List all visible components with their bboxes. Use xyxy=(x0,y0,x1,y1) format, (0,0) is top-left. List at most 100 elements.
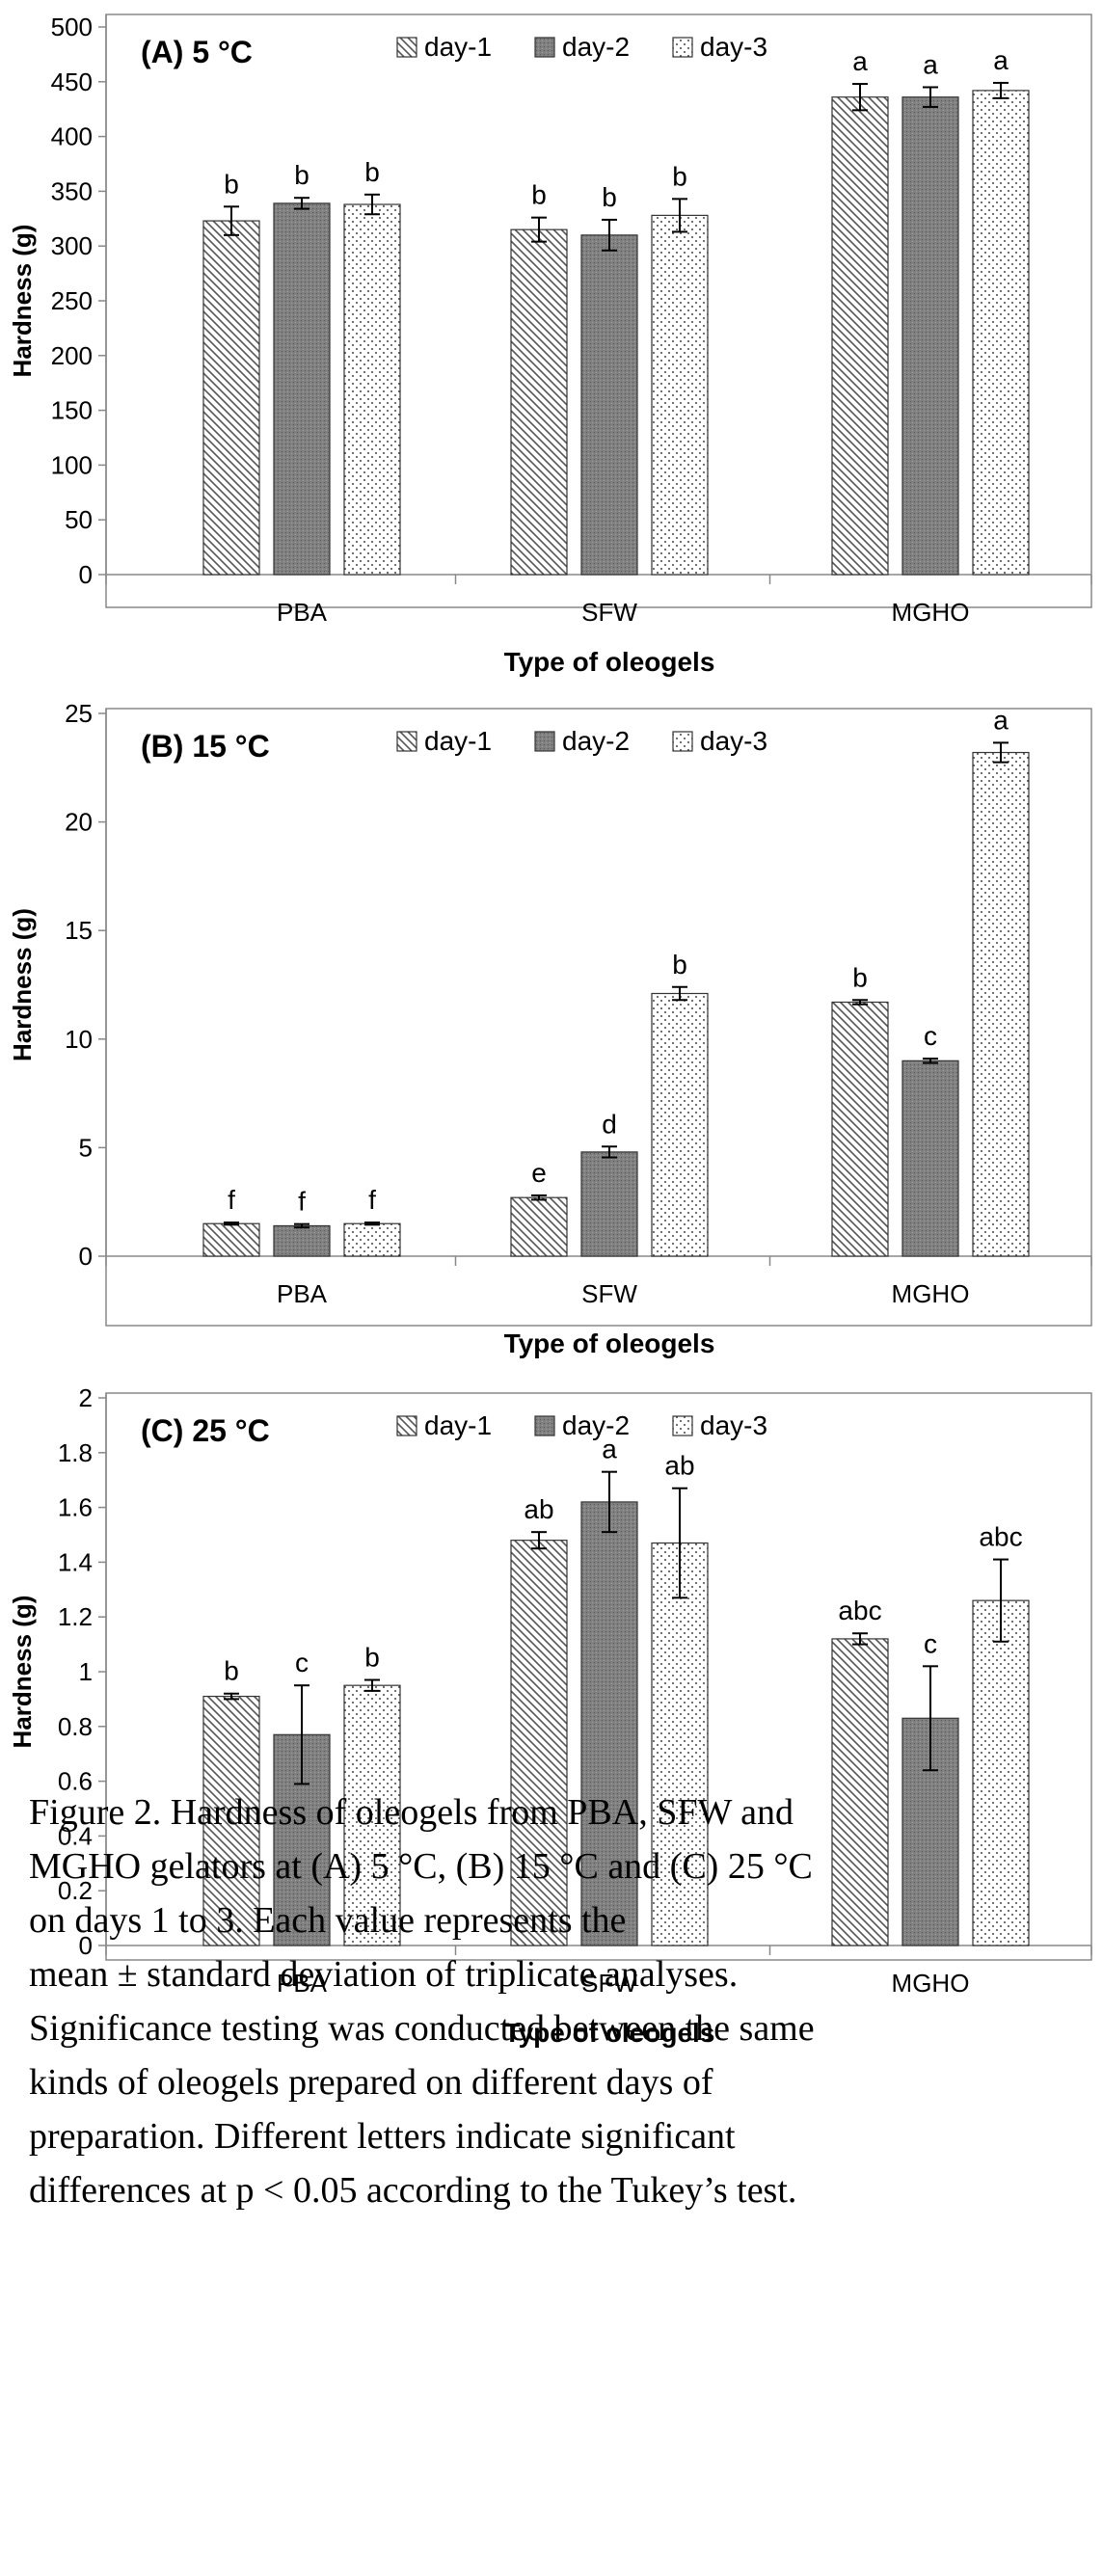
significance-letter: b xyxy=(224,1656,239,1686)
bar xyxy=(202,1695,260,1946)
y-tick-label: 10 xyxy=(65,1025,93,1054)
x-axis-label: Type of oleogels xyxy=(504,1328,715,1358)
caption-line: mean ± standard deviation of triplicate … xyxy=(29,1954,739,1995)
y-tick-label: 0.8 xyxy=(58,1712,93,1741)
y-tick-label: 0.6 xyxy=(58,1767,93,1796)
significance-letter: b xyxy=(672,161,687,191)
significance-letter: d xyxy=(602,1109,617,1139)
significance-letter: b xyxy=(531,180,547,210)
bar xyxy=(901,1060,959,1257)
chart-panel: 0 5 10 15 20 25 f f f PBA e d b SFW b c a MGHO Type of ole… xyxy=(8,699,1092,1358)
y-tick-label: 1.4 xyxy=(58,1547,93,1576)
bar xyxy=(343,1684,401,1946)
bar xyxy=(343,203,401,576)
legend-swatch xyxy=(396,731,417,752)
significance-letter: c xyxy=(924,1021,937,1051)
significance-letter: b xyxy=(294,160,309,190)
significance-letter: abc xyxy=(979,1522,1022,1552)
y-axis-label: Hardness (g) xyxy=(8,1596,37,1749)
significance-letter: f xyxy=(298,1187,306,1217)
significance-letter: a xyxy=(602,1435,617,1464)
y-tick-label: 0.4 xyxy=(58,1821,93,1850)
chart-panel: 0 0.2 0.4 0.6 0.8 1 1.2 1.4 1.6 1.8 2 b c b PBA ab a ab SF… xyxy=(8,1383,1092,2048)
x-tick-label: SFW xyxy=(581,1279,637,1308)
bar xyxy=(202,1222,260,1257)
caption-line: Significance testing was conducted betwe… xyxy=(29,2008,815,2049)
y-tick-label: 5 xyxy=(79,1133,93,1162)
legend-swatch xyxy=(672,37,693,58)
y-tick-label: 15 xyxy=(65,916,93,945)
bar xyxy=(273,202,331,576)
legend-swatch xyxy=(672,731,693,752)
y-tick-label: 2 xyxy=(79,1383,93,1412)
bar xyxy=(831,96,889,576)
legend-swatch xyxy=(396,37,417,58)
panel-label: (C) 25 °C xyxy=(141,1413,270,1448)
x-tick-label: SFW xyxy=(581,598,637,627)
bar xyxy=(901,96,959,576)
significance-letter: b xyxy=(852,962,868,992)
legend-label: day-3 xyxy=(700,726,767,756)
significance-letter: c xyxy=(295,1648,309,1677)
y-tick-label: 1.8 xyxy=(58,1438,93,1467)
significance-letter: a xyxy=(923,49,938,79)
caption-line: Figure 2. Hardness of oleogels from PBA,… xyxy=(29,1792,794,1833)
bar xyxy=(651,992,709,1257)
y-tick-label: 400 xyxy=(51,122,93,151)
legend-label: day-1 xyxy=(424,726,492,756)
legend-label: day-2 xyxy=(562,726,630,756)
legend-label: day-3 xyxy=(700,1410,767,1440)
y-tick-label: 250 xyxy=(51,286,93,315)
legend-swatch xyxy=(534,37,555,58)
y-tick-label: 100 xyxy=(51,450,93,479)
chart-panel: 0 50 100 150 200 250 300 350 400 450 500 b b b PBA b b b S… xyxy=(8,13,1092,677)
x-tick-label: PBA xyxy=(277,1279,328,1308)
y-tick-label: 150 xyxy=(51,396,93,425)
significance-letter: a xyxy=(993,705,1009,735)
y-tick-label: 25 xyxy=(65,699,93,728)
bar xyxy=(651,1542,709,1946)
x-tick-label: MGHO xyxy=(892,1969,970,1998)
y-tick-label: 350 xyxy=(51,176,93,205)
bar xyxy=(831,1001,889,1257)
y-tick-label: 500 xyxy=(51,13,93,41)
x-tick-label: MGHO xyxy=(892,1279,970,1308)
panel-label: (B) 15 °C xyxy=(141,729,270,764)
bar xyxy=(580,234,638,576)
significance-letter: e xyxy=(531,1158,547,1188)
bar xyxy=(510,228,568,576)
y-axis-label: Hardness (g) xyxy=(8,225,37,378)
bar xyxy=(580,1151,638,1257)
y-tick-label: 50 xyxy=(65,505,93,534)
significance-letter: ab xyxy=(524,1494,553,1524)
legend-label: day-1 xyxy=(424,1410,492,1440)
bar xyxy=(972,751,1030,1257)
bar xyxy=(972,1599,1030,1946)
significance-letter: b xyxy=(364,1643,380,1673)
significance-letter: a xyxy=(993,45,1009,75)
significance-letter: abc xyxy=(838,1596,881,1625)
bar xyxy=(510,1540,568,1946)
significance-letter: f xyxy=(368,1185,376,1215)
caption-line: preparation. Different letters indicate … xyxy=(29,2116,736,2157)
x-axis-label: Type of oleogels xyxy=(504,2018,715,2048)
bar xyxy=(273,1224,331,1257)
significance-letter: b xyxy=(224,169,239,199)
y-tick-label: 200 xyxy=(51,341,93,370)
significance-letter: f xyxy=(228,1185,235,1215)
x-tick-label: SFW xyxy=(581,1969,637,1998)
significance-letter: a xyxy=(852,46,868,76)
bar xyxy=(202,220,260,576)
caption-line: differences at p < 0.05 according to the… xyxy=(29,2170,797,2211)
caption-line: kinds of oleogels prepared on different … xyxy=(29,2062,713,2103)
x-tick-label: PBA xyxy=(277,1969,328,1998)
y-tick-label: 0 xyxy=(79,1242,93,1271)
y-axis-label: Hardness (g) xyxy=(8,908,37,1061)
caption-line: MGHO gelators at (A) 5 °C, (B) 15 °C and… xyxy=(29,1846,813,1887)
legend-swatch xyxy=(396,1415,417,1436)
y-tick-label: 0.2 xyxy=(58,1876,93,1905)
y-tick-label: 300 xyxy=(51,231,93,260)
y-tick-label: 1.2 xyxy=(58,1602,93,1631)
caption-line: on days 1 to 3. Each value represents th… xyxy=(29,1900,627,1941)
